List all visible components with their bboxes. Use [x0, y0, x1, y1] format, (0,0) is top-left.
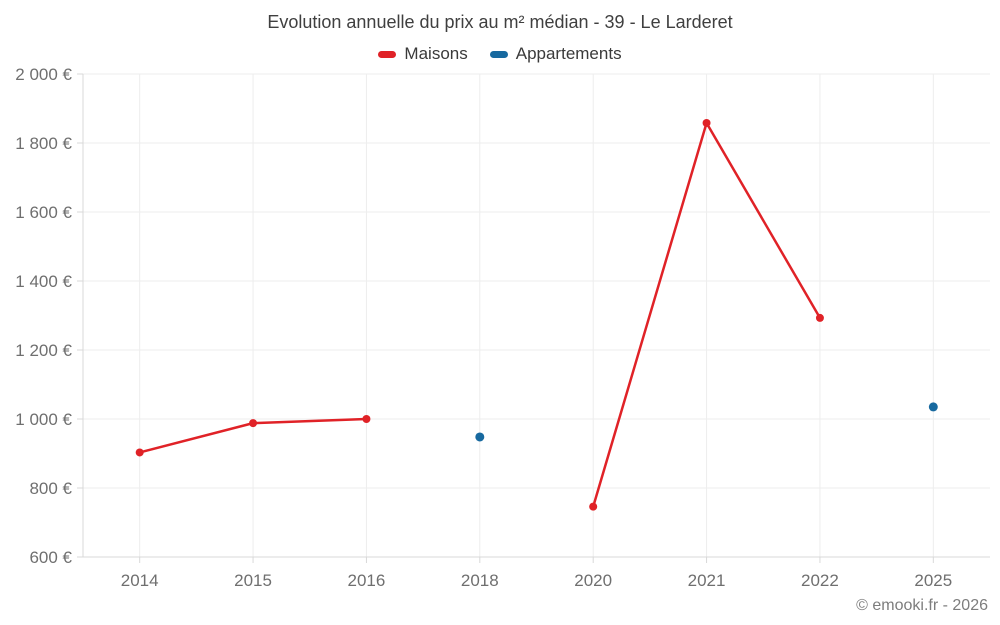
svg-text:1 600 €: 1 600 € [15, 203, 72, 222]
svg-text:1 400 €: 1 400 € [15, 272, 72, 291]
legend-swatch-maisons-icon [378, 50, 397, 58]
copyright-notice: © emooki.fr - 2026 [856, 597, 988, 614]
svg-text:1 800 €: 1 800 € [15, 134, 72, 153]
svg-text:1 200 €: 1 200 € [15, 341, 72, 360]
legend-label-maisons: Maisons [404, 44, 468, 63]
legend-swatch-appartements-icon [489, 50, 508, 58]
legend-item-maisons[interactable]: Maisons [378, 44, 468, 64]
legend-item-appartements[interactable]: Appartements [489, 44, 622, 64]
svg-text:2022: 2022 [801, 571, 839, 590]
chart-title: Evolution annuelle du prix au m² médian … [267, 12, 733, 32]
svg-text:600 €: 600 € [29, 548, 72, 567]
svg-text:2015: 2015 [234, 571, 272, 590]
svg-text:2016: 2016 [348, 571, 386, 590]
svg-text:2025: 2025 [914, 571, 952, 590]
svg-text:1 000 €: 1 000 € [15, 410, 72, 429]
svg-text:2014: 2014 [121, 571, 159, 590]
svg-text:2021: 2021 [688, 571, 726, 590]
svg-text:800 €: 800 € [29, 479, 72, 498]
svg-text:2 000 €: 2 000 € [15, 65, 72, 84]
svg-text:2020: 2020 [574, 571, 612, 590]
chart-legend: Maisons Appartements [0, 44, 1000, 64]
legend-label-appartements: Appartements [515, 44, 622, 63]
svg-text:2018: 2018 [461, 571, 499, 590]
